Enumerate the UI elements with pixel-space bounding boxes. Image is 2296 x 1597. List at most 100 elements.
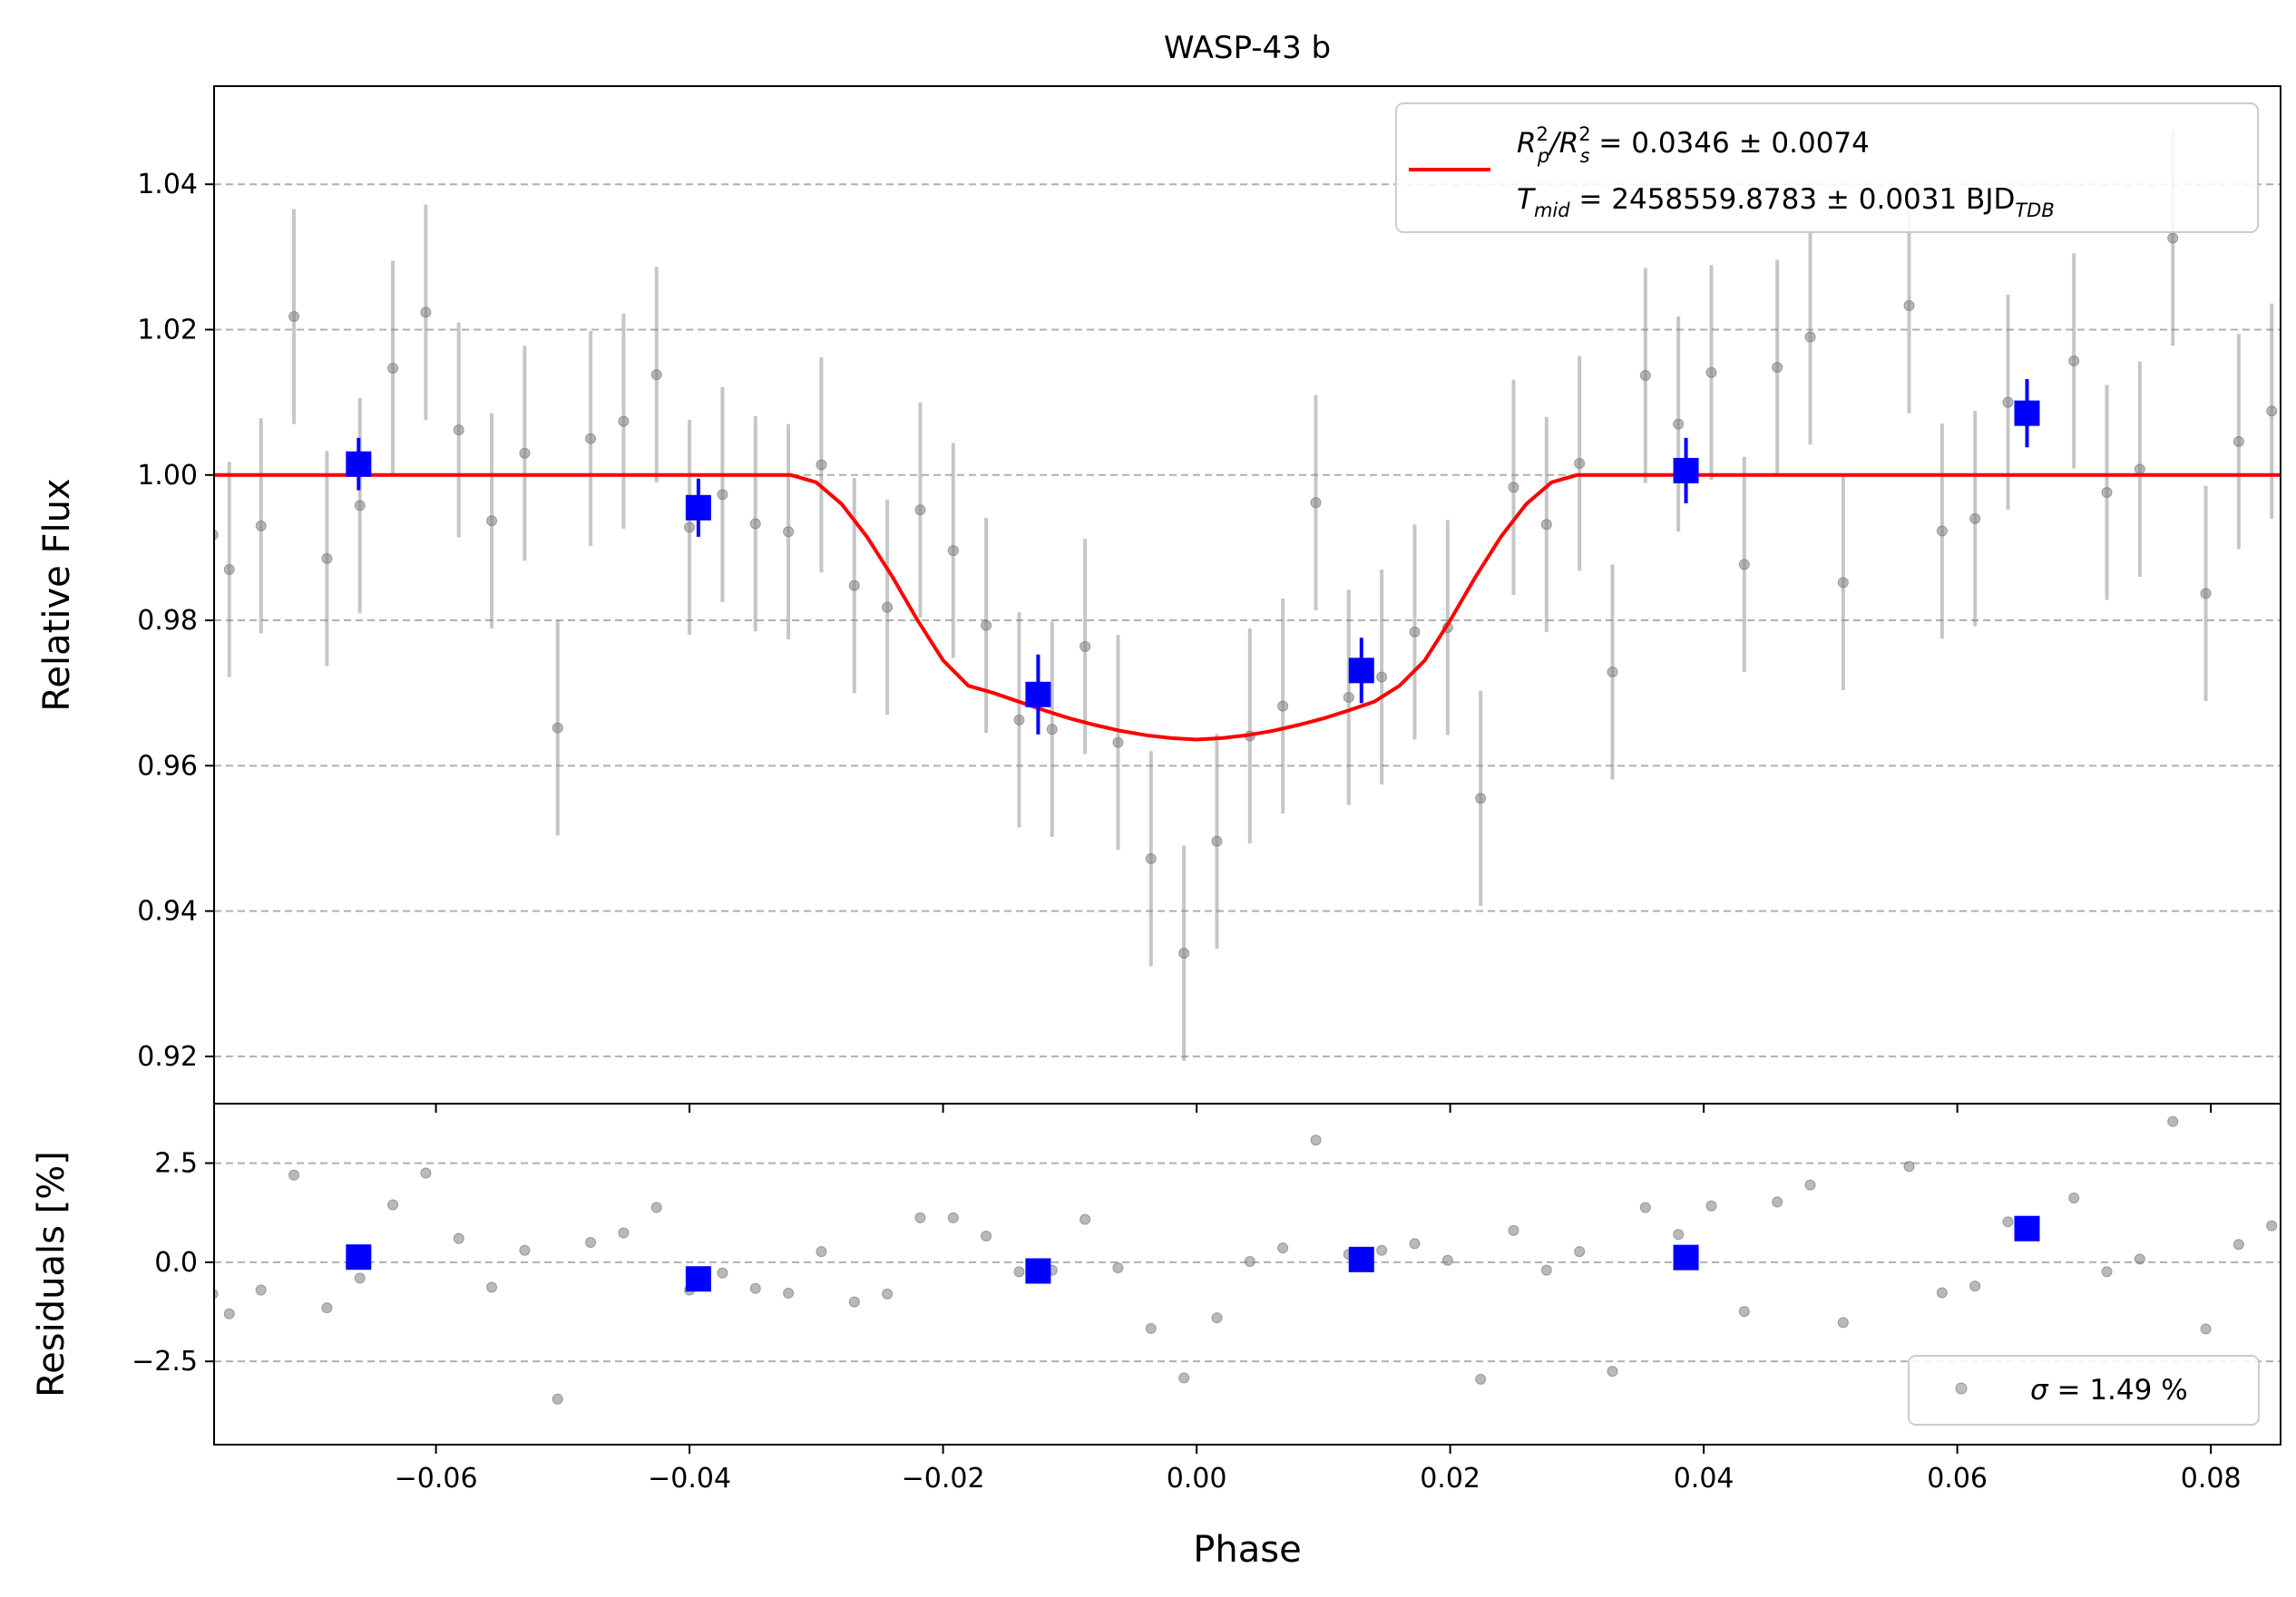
- binned-data-point: [1025, 681, 1051, 707]
- raw-data-point: [1705, 366, 1717, 378]
- raw-residual-point: [1475, 1373, 1487, 1385]
- main-y-tick-label: 0.96: [137, 750, 198, 782]
- x-axis-label: Phase: [1193, 1529, 1301, 1571]
- raw-residual-point: [1574, 1246, 1586, 1258]
- raw-residual-point: [1080, 1213, 1091, 1225]
- raw-data-point: [2101, 486, 2113, 498]
- residual-axes-frame: [213, 1103, 2281, 1446]
- raw-data-point: [453, 424, 464, 436]
- raw-data-point: [618, 415, 630, 427]
- raw-residual-point: [1211, 1312, 1223, 1324]
- raw-residual-point: [2002, 1216, 2014, 1228]
- legend-entry-radius-ratio: R2 p/R2 s = 0.0346 ± 0.0074: [1517, 123, 1870, 167]
- main-legend-box: [1395, 102, 2259, 233]
- binned-residual-point: [346, 1244, 372, 1271]
- raw-data-point: [2167, 232, 2179, 244]
- raw-data-point: [1804, 331, 1816, 343]
- residual-y-tick-label: 0.0: [154, 1247, 198, 1279]
- raw-residual-point: [255, 1284, 267, 1296]
- raw-data-point: [1738, 559, 1750, 570]
- raw-data-point: [288, 311, 300, 323]
- raw-data-point: [1046, 724, 1058, 735]
- main-y-tick-label: 0.98: [137, 605, 198, 637]
- x-tick-label: −0.02: [902, 1463, 985, 1495]
- raw-data-point: [585, 433, 597, 444]
- raw-data-point: [2232, 435, 2244, 447]
- raw-residual-point: [2134, 1253, 2145, 1265]
- raw-residual-point: [2068, 1193, 2080, 1204]
- x-tick-label: 0.06: [1927, 1463, 1988, 1495]
- raw-residual-point: [519, 1244, 531, 1256]
- residual-y-axis-label: Residuals [%]: [31, 1151, 73, 1397]
- raw-residual-point: [981, 1231, 992, 1242]
- raw-residual-point: [2232, 1239, 2244, 1251]
- residual-plot-area: [214, 1115, 2278, 1405]
- raw-data-point: [387, 362, 399, 374]
- raw-data-point: [519, 447, 531, 459]
- residual-y-ticks: −2.5 0.0 2.5: [132, 1148, 214, 1378]
- raw-data-point: [1409, 626, 1421, 638]
- raw-residual-point: [1738, 1306, 1750, 1318]
- raw-residual-point: [717, 1267, 728, 1279]
- raw-data-point: [1540, 519, 1552, 531]
- raw-residual-point: [1903, 1161, 1915, 1173]
- raw-data-point: [1211, 835, 1223, 847]
- raw-data-point: [1837, 577, 1849, 589]
- raw-residual-point: [947, 1212, 959, 1223]
- raw-data-point: [1639, 369, 1651, 381]
- raw-residual-point: [1607, 1366, 1618, 1378]
- raw-data-point: [1178, 948, 1190, 959]
- raw-data-point: [816, 459, 827, 471]
- raw-residual-point: [650, 1202, 662, 1213]
- binned-data-points: [346, 378, 2040, 735]
- raw-data-point: [1343, 692, 1354, 704]
- x-tick-label: 0.02: [1420, 1463, 1480, 1495]
- raw-residual-point: [387, 1199, 399, 1211]
- main-y-tick-label: 1.00: [137, 460, 198, 492]
- main-legend: R2 p/R2 s = 0.0346 ± 0.0074 Tmid = 2458559…: [1395, 102, 2259, 233]
- raw-residual-point: [1178, 1372, 1190, 1384]
- raw-residual-point: [1837, 1317, 1849, 1329]
- raw-residual-point: [1969, 1281, 1981, 1292]
- raw-residual-point: [2200, 1323, 2212, 1335]
- raw-data-point: [717, 489, 728, 501]
- residual-y-tick-label: −2.5: [132, 1346, 198, 1378]
- raw-data-point: [947, 545, 959, 557]
- binned-residual-point: [1025, 1258, 1051, 1284]
- raw-residual-point: [420, 1167, 432, 1179]
- raw-residual-point: [1409, 1238, 1421, 1250]
- raw-residual-point: [2266, 1220, 2278, 1232]
- binned-data-point: [1348, 657, 1374, 684]
- raw-residual-point: [618, 1227, 630, 1239]
- raw-data-points: [214, 232, 2291, 959]
- raw-residual-point: [1936, 1287, 1948, 1299]
- raw-residual-point: [2101, 1266, 2113, 1278]
- binned-data-point: [346, 451, 372, 477]
- chart-title: WASP-43 b: [1164, 30, 1331, 66]
- residual-legend-marker: [1955, 1382, 1968, 1395]
- x-tick-label: −0.06: [395, 1463, 478, 1495]
- raw-data-point: [2281, 757, 2291, 767]
- binned-residual-point: [1348, 1246, 1374, 1272]
- raw-residual-point: [1772, 1196, 1783, 1208]
- raw-residual-point: [1145, 1322, 1157, 1334]
- raw-data-point: [321, 552, 333, 564]
- raw-residual-point: [1310, 1134, 1322, 1146]
- binned-residual-point: [2014, 1215, 2040, 1242]
- raw-data-point: [223, 563, 235, 575]
- raw-data-point: [1936, 525, 1948, 537]
- raw-data-point: [882, 601, 894, 613]
- raw-data-point: [1574, 457, 1586, 469]
- raw-data-point: [1969, 512, 1981, 524]
- raw-data-point: [1673, 418, 1685, 430]
- raw-residual-point: [749, 1282, 761, 1294]
- raw-error-bars: [214, 130, 2274, 1061]
- raw-data-point: [1607, 666, 1618, 677]
- binned-data-point: [2014, 400, 2040, 426]
- raw-data-point: [914, 504, 926, 516]
- legend-entry-mid-time: Tmid = 2458559.8783 ± 0.0031 BJDTDB: [1517, 183, 2055, 221]
- raw-residual-point: [321, 1302, 333, 1314]
- raw-data-point: [2266, 405, 2278, 417]
- binned-residual-point: [1673, 1244, 1699, 1271]
- main-y-tick-label: 0.92: [137, 1041, 198, 1073]
